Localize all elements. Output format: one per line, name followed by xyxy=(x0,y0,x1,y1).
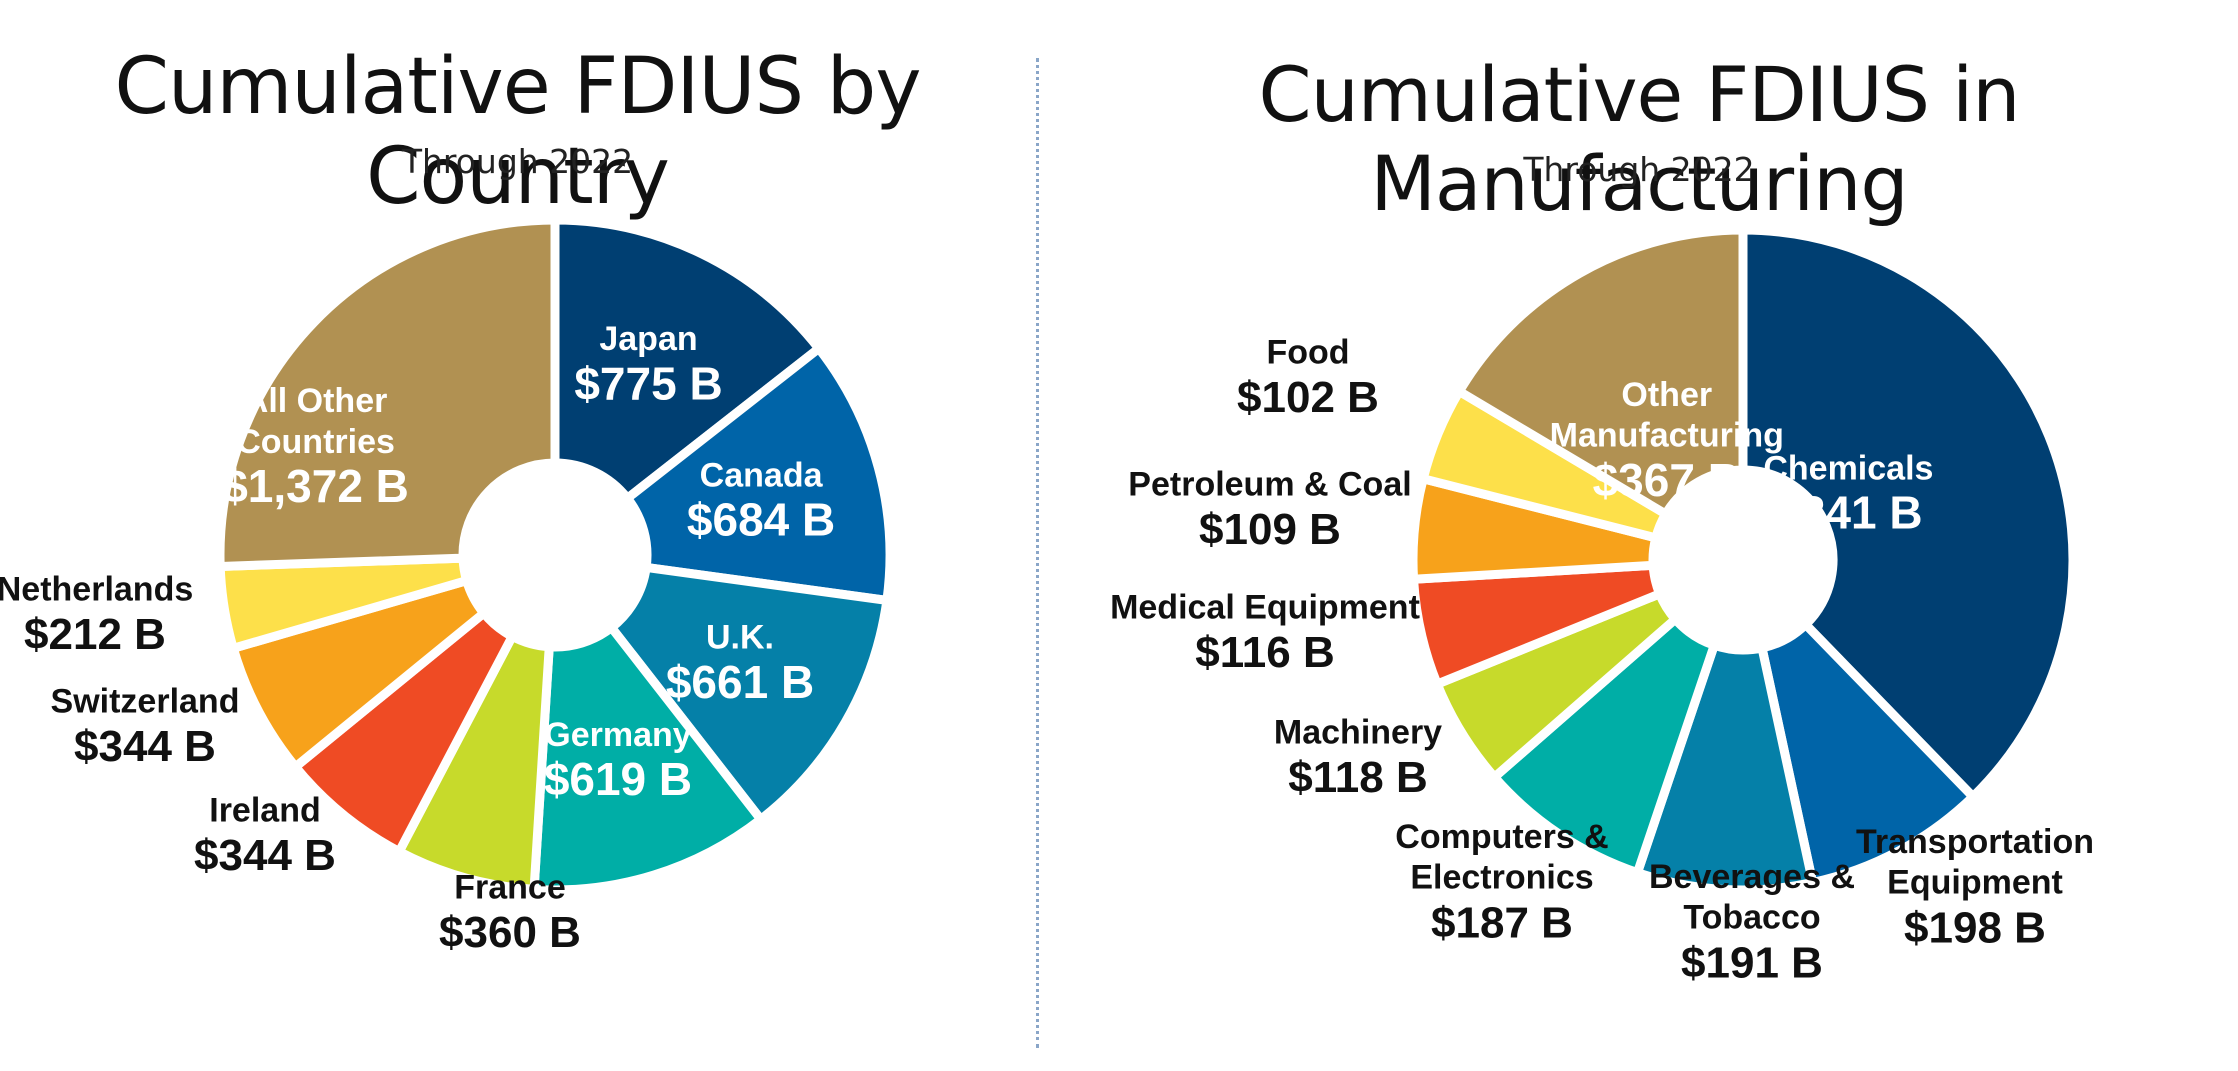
slice-label: All Other xyxy=(244,382,388,420)
slice-label: Beverages & xyxy=(1649,858,1855,896)
pie-slice xyxy=(529,621,768,895)
slice-value-label: $109 B xyxy=(1199,505,1341,554)
slice-label-group: Netherlands$212 B xyxy=(0,570,193,659)
panel-divider xyxy=(1036,58,1039,1048)
slice-label: Countries xyxy=(236,423,395,461)
slice-value-label: $360 B xyxy=(439,908,581,957)
slice-label: U.K. xyxy=(706,619,774,657)
slice-value-label: $198 B xyxy=(1904,903,2046,952)
slice-label-group: Chemicals$841 B xyxy=(1763,449,1933,538)
pie-slice xyxy=(605,562,892,826)
slice-label: Netherlands xyxy=(0,570,193,608)
slice-value-label: $367 B xyxy=(1593,454,1741,506)
slice-label-group: Switzerland$344 B xyxy=(51,682,240,771)
slices xyxy=(215,215,895,895)
slice-label: Other xyxy=(1621,376,1712,414)
pie-slice xyxy=(621,342,895,606)
slice-label-group: Machinery$118 B xyxy=(1274,713,1442,802)
slice-value-label: $1,372 B xyxy=(222,460,409,512)
slice-label-group: France$360 B xyxy=(439,868,581,957)
pie-slice xyxy=(1738,225,2078,804)
pie-slice xyxy=(393,630,555,895)
slice-label: Computers & xyxy=(1395,818,1608,856)
chart-subtitle: Through 2022 xyxy=(401,142,634,181)
slice-label-group: Beverages &Tobacco$191 B xyxy=(1649,858,1855,988)
slice-label-group: Medical Equipment$116 B xyxy=(1110,588,1420,677)
slice-value-label: $102 B xyxy=(1237,373,1379,422)
slice-label: Germany xyxy=(544,716,691,754)
slice-label-group: Canada$684 B xyxy=(687,456,835,545)
chart-subtitle: Through 2022 xyxy=(1523,150,1755,189)
slice-label: Food xyxy=(1266,333,1349,371)
slice-label: Transportation xyxy=(1856,823,2094,861)
slice-label: Tobacco xyxy=(1683,899,1820,937)
slice-value-label: $212 B xyxy=(24,610,166,659)
slices xyxy=(1408,225,2078,895)
slice-value-label: $118 B xyxy=(1288,753,1427,802)
manufacturing-donut-chart: Chemicals$841 BTransportationEquipment$1… xyxy=(1110,225,2094,988)
slice-label: Manufacturing xyxy=(1550,417,1784,455)
pie-slice xyxy=(1631,639,1819,895)
slice-label: Medical Equipment xyxy=(1110,588,1420,626)
slice-label-group: Germany$619 B xyxy=(544,716,692,805)
slice-value-label: $191 B xyxy=(1681,938,1823,987)
slice-label: Canada xyxy=(700,456,824,494)
slice-value-label: $187 B xyxy=(1431,898,1573,947)
manufacturing-chart-panel: Cumulative FDIUS in Manufacturing Throug… xyxy=(1040,0,2238,1071)
pie-slice xyxy=(1488,612,1720,879)
slice-label: France xyxy=(454,868,566,906)
slice-label-group: Computers &Electronics$187 B xyxy=(1395,818,1608,948)
slice-label-group: Food$102 B xyxy=(1237,333,1379,422)
slice-label: Electronics xyxy=(1410,859,1593,897)
slice-value-label: $661 B xyxy=(666,656,814,708)
slice-label: Machinery xyxy=(1274,713,1442,751)
slice-label-group: Petroleum & Coal$109 B xyxy=(1128,465,1411,554)
slice-label-group: Japan$775 B xyxy=(574,320,722,409)
slice-label: Equipment xyxy=(1887,864,2063,902)
slice-value-label: $116 B xyxy=(1195,628,1334,677)
slice-value-label: $344 B xyxy=(194,831,336,880)
slice-label: Ireland xyxy=(209,791,320,829)
slice-value-label: $344 B xyxy=(74,722,216,771)
slice-label: Petroleum & Coal xyxy=(1128,465,1411,503)
slice-label-group: Ireland$344 B xyxy=(194,791,336,880)
slice-label: Japan xyxy=(599,320,697,358)
slice-value-label: $841 B xyxy=(1774,486,1922,538)
pie-slice xyxy=(215,215,560,572)
pie-slice xyxy=(1453,225,1748,521)
country-chart-panel: Cumulative FDIUS by Country Through 2022… xyxy=(0,0,1035,1071)
pie-slice xyxy=(1756,618,1980,888)
chart-title: Cumulative FDIUS by Country xyxy=(114,42,922,222)
slice-value-label: $684 B xyxy=(687,493,835,545)
slice-label: Switzerland xyxy=(51,682,240,720)
chart-title: Cumulative FDIUS in Manufacturing xyxy=(1258,50,2021,228)
slice-label: Chemicals xyxy=(1763,449,1933,487)
slice-value-label: $775 B xyxy=(574,357,722,409)
pie-slice xyxy=(550,215,826,505)
slice-label-group: U.K.$661 B xyxy=(666,619,814,708)
slice-value-label: $619 B xyxy=(544,753,692,805)
